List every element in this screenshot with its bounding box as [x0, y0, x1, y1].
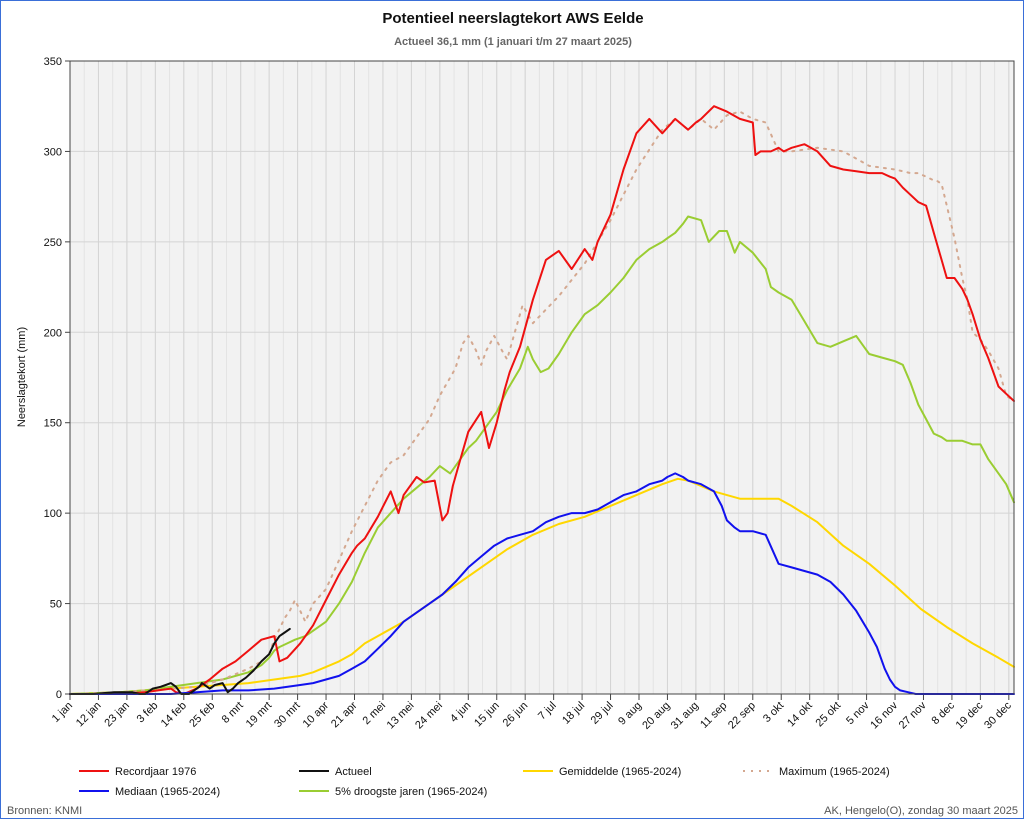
series-line-5	[69, 215, 1015, 695]
legend: Recordjaar 1976 Actueel Gemiddelde (1965-2…	[79, 766, 890, 798]
legend-label: Actueel	[335, 766, 372, 778]
x-tick-label: 13 mei	[385, 700, 417, 732]
x-tick-label: 18 jul	[560, 700, 587, 727]
y-tick-label: 200	[44, 327, 62, 339]
series-line-2	[69, 477, 1015, 695]
x-tick-label: 19 mrt	[244, 700, 275, 731]
y-axis-label: Neerslagtekort (mm)	[16, 327, 28, 427]
x-tick-label: 11 sep	[698, 700, 729, 731]
x-tick-label: 31 aug	[669, 700, 701, 732]
legend-label: 5% droogste jaren (1965-2024)	[335, 786, 487, 798]
x-tick-label: 25 okt	[814, 700, 844, 730]
y-tick-label: 100	[44, 508, 62, 520]
x-tick-label: 7 jul	[536, 700, 559, 723]
x-tick-label: 4 jun	[448, 700, 473, 725]
legend-label: Gemiddelde (1965-2024)	[559, 766, 681, 778]
y-axis: 0 50 100 150 200 250 300 350	[44, 56, 70, 701]
x-tick-label: 15 jun	[472, 700, 502, 730]
y-tick-label: 0	[56, 689, 62, 701]
x-tick-label: 24 mei	[413, 700, 445, 732]
chart-title: Potentieel neerslagtekort AWS Eelde	[382, 10, 643, 27]
x-tick-label: 10 apr	[301, 699, 332, 730]
chart-subtitle: Actueel 36,1 mm (1 januari t/m 27 maart …	[394, 36, 632, 48]
legend-label: Maximum (1965-2024)	[779, 766, 890, 778]
y-tick-label: 350	[44, 56, 62, 68]
y-tick-label: 50	[50, 599, 62, 611]
legend-label: Mediaan (1965-2024)	[115, 786, 220, 798]
x-tick-label: 27 nov	[897, 699, 929, 731]
legend-label: Recordjaar 1976	[115, 766, 196, 778]
series-line-3	[69, 110, 1015, 695]
x-tick-label: 30 mrt	[272, 700, 303, 731]
series-lines	[69, 105, 1015, 695]
x-tick-label: 12 jan	[74, 700, 104, 730]
y-tick-label: 300	[44, 146, 62, 158]
x-tick-label: 1 jan	[50, 700, 75, 725]
series-line-4	[69, 472, 1015, 695]
plot-border	[69, 60, 1015, 695]
x-tick-label: 14 okt	[785, 700, 815, 730]
x-tick-label: 25 feb	[187, 700, 217, 730]
x-tick-label: 22 sep	[726, 700, 758, 732]
x-tick-label: 29 jul	[589, 700, 616, 727]
x-tick-label: 30 dec	[982, 699, 1014, 731]
footer-source: Bronnen: KNMI	[7, 805, 82, 817]
x-tick-label: 8 mrt	[220, 700, 246, 726]
x-tick-label: 14 feb	[159, 700, 189, 730]
x-tick-label: 23 jan	[102, 700, 132, 730]
x-tick-label: 21 apr	[329, 699, 360, 730]
series-line-0	[69, 105, 1015, 695]
x-tick-label: 16 nov	[868, 699, 900, 731]
y-tick-label: 150	[44, 418, 62, 430]
x-tick-label: 26 jun	[501, 700, 531, 730]
x-tick-label: 19 dec	[954, 699, 986, 731]
x-tick-label: 3 okt	[761, 700, 786, 725]
y-tick-label: 250	[44, 237, 62, 249]
plot-area	[70, 61, 1014, 694]
x-tick-label: 20 aug	[640, 700, 672, 732]
footer-credit: AK, Hengelo(O), zondag 30 maart 2025	[824, 805, 1018, 817]
x-tick-label: 3 feb	[135, 700, 161, 726]
